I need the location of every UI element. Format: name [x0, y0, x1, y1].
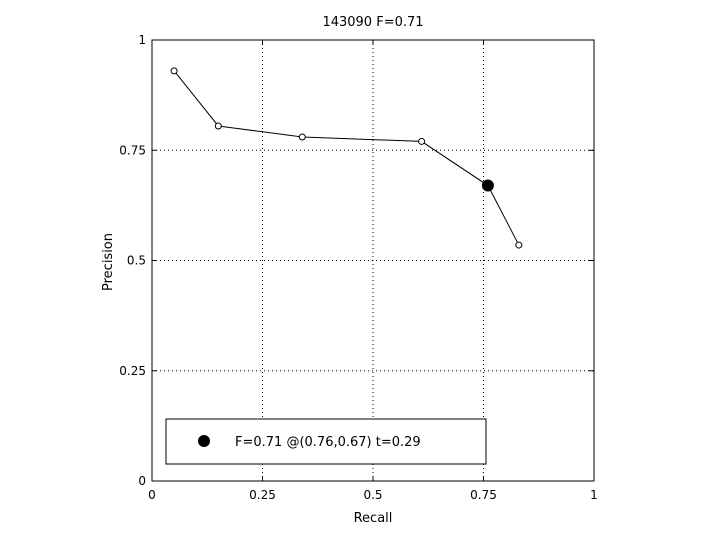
data-point [418, 137, 426, 145]
legend-entry-text: F=0.71 @(0.76,0.67) t=0.29 [235, 435, 421, 450]
x-tick-label: 0.5 [363, 488, 382, 502]
data-point [298, 133, 306, 141]
x-tick-label: 1 [590, 488, 598, 502]
x-axis-title: Recall [354, 511, 393, 526]
data-point [214, 122, 222, 130]
x-tick-label: 0 [148, 488, 156, 502]
legend: F=0.71 @(0.76,0.67) t=0.29 [165, 418, 487, 465]
y-tick-label: 0.25 [119, 364, 146, 378]
series-line [173, 70, 520, 246]
chart-title: 143090 F=0.71 [322, 15, 423, 30]
tick-labels: 0 0.25 0.5 0.75 1 0 0.25 0.5 0.75 1 [119, 33, 598, 502]
y-tick-label: 0 [138, 474, 146, 488]
axis-ticks [151, 39, 595, 482]
legend-marker [198, 435, 210, 447]
best-f-point [481, 179, 494, 192]
grid-lines [152, 40, 594, 481]
data-point [515, 241, 523, 249]
legend-box [165, 418, 487, 465]
data-point [170, 67, 178, 75]
x-tick-label: 0.75 [470, 488, 497, 502]
y-tick-label: 0.75 [119, 143, 146, 157]
y-tick-label: 0.5 [127, 254, 146, 268]
x-tick-label: 0.25 [249, 488, 276, 502]
y-tick-label: 1 [138, 33, 146, 47]
y-axis-title: Precision [101, 233, 116, 291]
series-layer [170, 67, 523, 249]
